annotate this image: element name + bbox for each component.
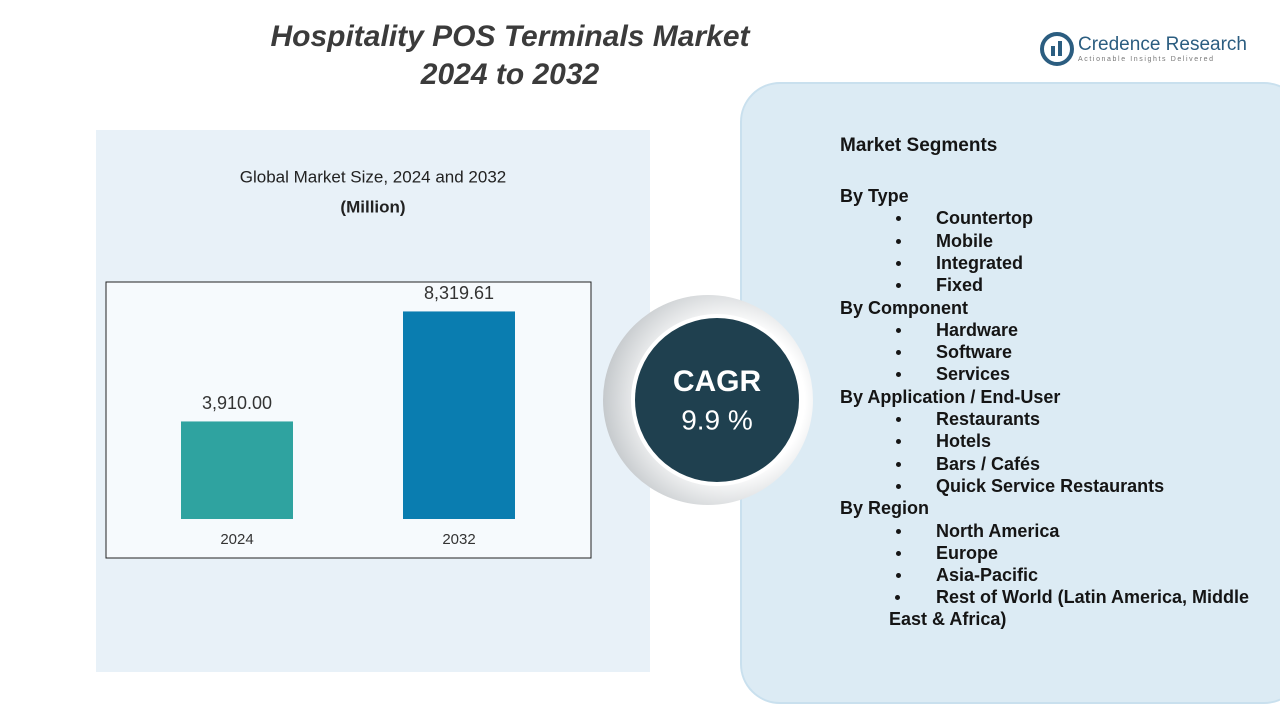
segment-item: Mobile <box>896 230 993 251</box>
chart-title: Global Market Size, 2024 and 2032 <box>240 167 507 186</box>
segment-item: Asia-Pacific <box>895 565 1039 586</box>
value-label: 8,319.61 <box>424 283 494 303</box>
segments-panel <box>740 82 1280 704</box>
segment-item: Countertop <box>896 208 1033 229</box>
segment-item: Restaurants <box>895 409 1041 429</box>
segment-item: Fixed <box>895 275 984 296</box>
segment-group: By Region <box>840 498 930 519</box>
cagr-badge: CAGR 9.9 % <box>603 295 813 505</box>
x-tick-label: 2024 <box>220 531 253 548</box>
segment-item: Hotels <box>895 431 992 452</box>
cagr-label: CAGR <box>673 365 762 398</box>
cagr-value: 9.9 % <box>681 404 753 435</box>
chart-subtitle: (Million) <box>340 197 405 216</box>
segment-item: Hardware <box>895 319 1019 340</box>
title-line: Hospitality POS Terminals Market <box>270 20 750 53</box>
x-tick-label: 2032 <box>442 531 475 548</box>
plot-frame <box>105 281 592 559</box>
segment-item: North America <box>895 520 1060 541</box>
logo-name: Credence Research <box>1078 34 1247 55</box>
segment-item: Bars / Cafés <box>895 453 1041 474</box>
value-label: 3,910.00 <box>202 393 272 413</box>
bar <box>181 421 293 519</box>
logo-icon <box>1040 32 1074 66</box>
bar <box>403 311 515 519</box>
segment-group: By Application / End-User <box>840 386 1061 407</box>
segments-title: Market Segments <box>840 135 998 156</box>
segment-item: Integrated <box>895 252 1024 273</box>
segment-group: By Type <box>840 186 909 206</box>
cagr-circle <box>631 314 803 486</box>
logo-tagline: Actionable Insights Delivered <box>1078 56 1215 63</box>
segment-group: By Component <box>840 297 968 318</box>
title-line: 2024 to 2032 <box>420 58 600 91</box>
segment-item: Quick Service Restaurants <box>895 475 1165 496</box>
chart: Global Market Size, 2024 and 2032 (Milli… <box>105 167 592 559</box>
segment-item: Services <box>895 364 1011 385</box>
segment-item: Rest of World (Latin America, Middle Eas… <box>889 586 1274 630</box>
segment-item: Europe <box>895 542 999 563</box>
segment-item: Software <box>895 342 1013 363</box>
